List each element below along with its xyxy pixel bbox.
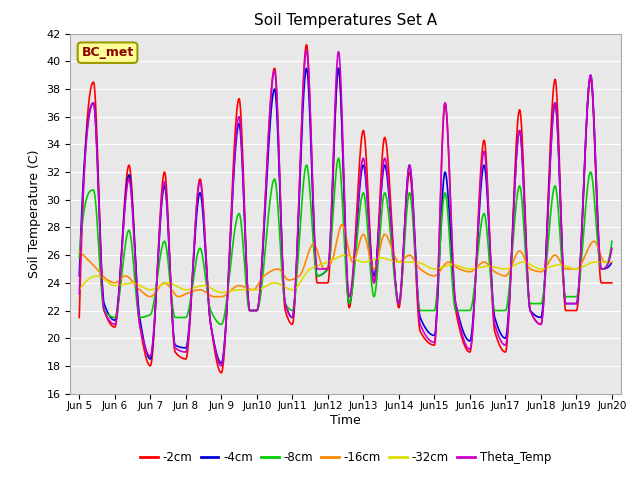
-32cm — [138, 284, 146, 289]
X-axis label: Time: Time — [330, 414, 361, 427]
-32cm — [302, 271, 310, 276]
Line: -8cm: -8cm — [79, 158, 612, 324]
-8cm — [380, 196, 387, 202]
Theta_Temp — [303, 48, 310, 53]
-2cm — [302, 45, 310, 51]
Line: -2cm: -2cm — [79, 45, 612, 373]
Theta_Temp — [608, 245, 616, 251]
Line: -16cm: -16cm — [79, 225, 612, 297]
Theta_Temp — [116, 270, 124, 276]
-32cm — [342, 252, 349, 258]
-16cm — [323, 265, 330, 271]
-16cm — [302, 259, 310, 264]
Line: -4cm: -4cm — [79, 68, 612, 363]
-2cm — [218, 370, 225, 376]
Theta_Temp — [323, 266, 330, 272]
-32cm — [218, 289, 225, 295]
-32cm — [380, 255, 387, 261]
-8cm — [323, 268, 330, 274]
-32cm — [116, 282, 124, 288]
-4cm — [302, 68, 310, 74]
Theta_Temp — [218, 363, 225, 369]
-4cm — [138, 329, 146, 335]
-32cm — [608, 259, 616, 265]
-2cm — [76, 314, 83, 320]
-8cm — [218, 322, 225, 327]
Theta_Temp — [302, 50, 310, 56]
-2cm — [116, 267, 124, 273]
-2cm — [608, 280, 616, 286]
-8cm — [335, 156, 342, 161]
-4cm — [608, 259, 616, 265]
-8cm — [116, 284, 124, 289]
-4cm — [323, 267, 330, 273]
-16cm — [211, 294, 218, 300]
Line: Theta_Temp: Theta_Temp — [79, 50, 612, 366]
-4cm — [116, 266, 124, 272]
-8cm — [138, 314, 146, 320]
-16cm — [380, 234, 387, 240]
-16cm — [138, 289, 146, 295]
-4cm — [76, 273, 83, 279]
-4cm — [380, 169, 387, 175]
-2cm — [313, 280, 321, 286]
Y-axis label: Soil Temperature (C): Soil Temperature (C) — [28, 149, 41, 278]
-32cm — [323, 260, 330, 265]
-32cm — [313, 263, 321, 269]
Theta_Temp — [138, 333, 146, 339]
-16cm — [76, 248, 83, 254]
-2cm — [138, 336, 146, 342]
-8cm — [313, 272, 321, 278]
Legend: -2cm, -4cm, -8cm, -16cm, -32cm, Theta_Temp: -2cm, -4cm, -8cm, -16cm, -32cm, Theta_Te… — [136, 446, 556, 469]
Theta_Temp — [380, 163, 387, 168]
-8cm — [76, 255, 83, 261]
-16cm — [338, 222, 346, 228]
Text: BC_met: BC_met — [81, 46, 134, 59]
-2cm — [323, 280, 330, 286]
-4cm — [313, 273, 321, 278]
-4cm — [303, 65, 310, 71]
-8cm — [302, 164, 310, 170]
Theta_Temp — [313, 266, 321, 272]
-16cm — [313, 246, 321, 252]
-4cm — [218, 360, 225, 366]
Line: -32cm: -32cm — [79, 255, 612, 292]
-32cm — [76, 287, 83, 293]
Theta_Temp — [76, 291, 83, 297]
-16cm — [116, 276, 124, 282]
Title: Soil Temperatures Set A: Soil Temperatures Set A — [254, 13, 437, 28]
-8cm — [608, 239, 616, 244]
-16cm — [608, 259, 616, 265]
-2cm — [303, 42, 310, 48]
-2cm — [380, 143, 387, 149]
